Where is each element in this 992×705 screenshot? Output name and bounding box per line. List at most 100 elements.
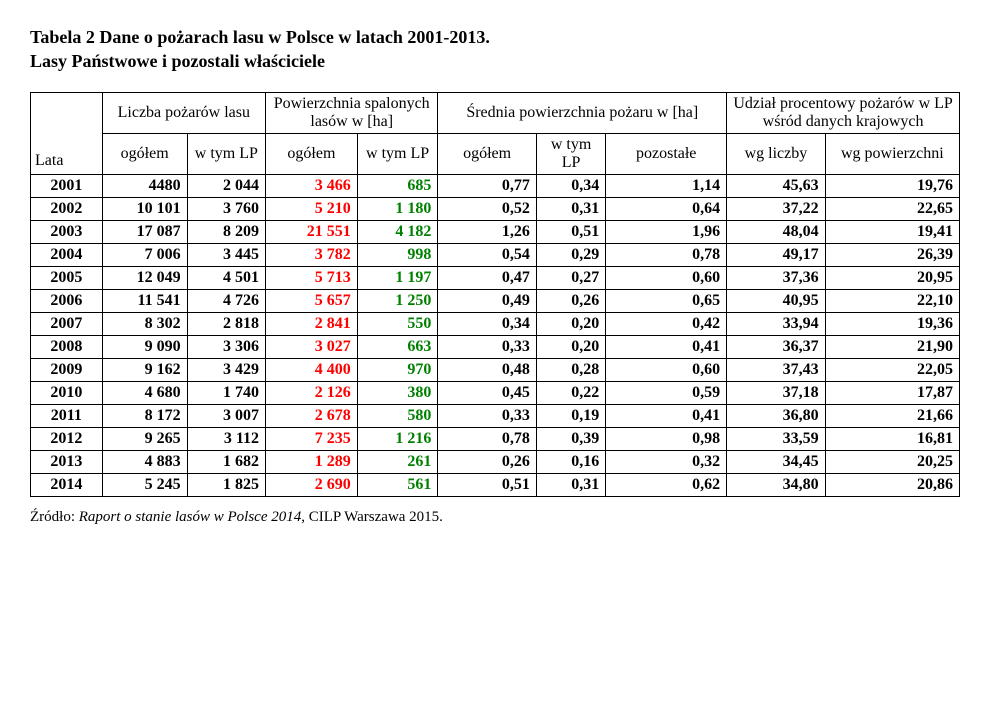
header-ogolem-1: ogółem xyxy=(102,133,187,174)
cell-value: 0,26 xyxy=(536,289,605,312)
cell-value: 9 090 xyxy=(102,335,187,358)
cell-value: 1,96 xyxy=(606,220,727,243)
header-ogolem-2: ogółem xyxy=(266,133,358,174)
cell-value: 0,77 xyxy=(438,174,536,197)
cell-value: 3 782 xyxy=(266,243,358,266)
cell-value: 3 027 xyxy=(266,335,358,358)
source-label: Źródło: xyxy=(30,509,79,525)
cell-value: 580 xyxy=(357,404,438,427)
cell-value: 0,41 xyxy=(606,404,727,427)
cell-year: 2007 xyxy=(31,312,103,335)
table-row: 20134 8831 6821 2892610,260,160,3234,452… xyxy=(31,450,960,473)
header-ogolem-3: ogółem xyxy=(438,133,536,174)
cell-value: 0,78 xyxy=(438,427,536,450)
cell-value: 0,20 xyxy=(536,335,605,358)
cell-year: 2002 xyxy=(31,197,103,220)
cell-value: 33,59 xyxy=(727,427,825,450)
cell-value: 1 740 xyxy=(187,381,265,404)
cell-value: 20,95 xyxy=(825,266,959,289)
header-wgliczby: wg liczby xyxy=(727,133,825,174)
cell-value: 0,31 xyxy=(536,197,605,220)
fires-table: Lata Liczba pożarów lasu Powierzchnia sp… xyxy=(30,92,960,497)
cell-value: 0,33 xyxy=(438,335,536,358)
table-row: 20089 0903 3063 0276630,330,200,4136,372… xyxy=(31,335,960,358)
cell-year: 2013 xyxy=(31,450,103,473)
cell-value: 261 xyxy=(357,450,438,473)
cell-value: 8 209 xyxy=(187,220,265,243)
cell-value: 36,37 xyxy=(727,335,825,358)
cell-value: 2 678 xyxy=(266,404,358,427)
cell-value: 3 466 xyxy=(266,174,358,197)
cell-value: 685 xyxy=(357,174,438,197)
cell-value: 0,34 xyxy=(536,174,605,197)
cell-year: 2010 xyxy=(31,381,103,404)
cell-value: 561 xyxy=(357,473,438,496)
cell-value: 1 250 xyxy=(357,289,438,312)
cell-value: 2 044 xyxy=(187,174,265,197)
cell-value: 4 182 xyxy=(357,220,438,243)
table-title: Tabela 2 Dane o pożarach lasu w Polsce w… xyxy=(30,25,962,74)
table-row: 20145 2451 8252 6905610,510,310,6234,802… xyxy=(31,473,960,496)
cell-value: 2 818 xyxy=(187,312,265,335)
cell-value: 1 825 xyxy=(187,473,265,496)
cell-year: 2005 xyxy=(31,266,103,289)
cell-value: 3 306 xyxy=(187,335,265,358)
cell-value: 37,22 xyxy=(727,197,825,220)
cell-value: 0,64 xyxy=(606,197,727,220)
cell-value: 4 680 xyxy=(102,381,187,404)
cell-value: 8 172 xyxy=(102,404,187,427)
cell-year: 2003 xyxy=(31,220,103,243)
title-line-2: Lasy Państwowe i pozostali właściciele xyxy=(30,51,325,71)
cell-value: 1,26 xyxy=(438,220,536,243)
cell-value: 0,48 xyxy=(438,358,536,381)
header-group-1: Liczba pożarów lasu xyxy=(102,92,265,133)
cell-value: 21,66 xyxy=(825,404,959,427)
table-row: 200611 5414 7265 6571 2500,490,260,6540,… xyxy=(31,289,960,312)
cell-value: 0,28 xyxy=(536,358,605,381)
cell-value: 22,05 xyxy=(825,358,959,381)
table-row: 20047 0063 4453 7829980,540,290,7849,172… xyxy=(31,243,960,266)
table-row: 200144802 0443 4666850,770,341,1445,6319… xyxy=(31,174,960,197)
cell-value: 19,41 xyxy=(825,220,959,243)
table-row: 20078 3022 8182 8415500,340,200,4233,941… xyxy=(31,312,960,335)
header-wgpow: wg powierzchni xyxy=(825,133,959,174)
cell-value: 0,39 xyxy=(536,427,605,450)
cell-value: 3 445 xyxy=(187,243,265,266)
cell-value: 0,20 xyxy=(536,312,605,335)
cell-value: 3 429 xyxy=(187,358,265,381)
cell-value: 48,04 xyxy=(727,220,825,243)
cell-value: 7 235 xyxy=(266,427,358,450)
cell-value: 1 216 xyxy=(357,427,438,450)
cell-value: 0,62 xyxy=(606,473,727,496)
cell-value: 0,16 xyxy=(536,450,605,473)
table-row: 200512 0494 5015 7131 1970,470,270,6037,… xyxy=(31,266,960,289)
cell-value: 0,45 xyxy=(438,381,536,404)
cell-year: 2008 xyxy=(31,335,103,358)
cell-value: 0,51 xyxy=(536,220,605,243)
cell-value: 0,98 xyxy=(606,427,727,450)
cell-value: 16,81 xyxy=(825,427,959,450)
table-row: 20118 1723 0072 6785800,330,190,4136,802… xyxy=(31,404,960,427)
cell-value: 11 541 xyxy=(102,289,187,312)
table-body: 200144802 0443 4666850,770,341,1445,6319… xyxy=(31,174,960,496)
cell-value: 998 xyxy=(357,243,438,266)
cell-value: 0,41 xyxy=(606,335,727,358)
cell-value: 0,34 xyxy=(438,312,536,335)
cell-value: 37,18 xyxy=(727,381,825,404)
cell-value: 0,33 xyxy=(438,404,536,427)
cell-value: 5 657 xyxy=(266,289,358,312)
cell-value: 550 xyxy=(357,312,438,335)
cell-value: 3 007 xyxy=(187,404,265,427)
cell-value: 0,47 xyxy=(438,266,536,289)
cell-value: 21 551 xyxy=(266,220,358,243)
cell-value: 34,80 xyxy=(727,473,825,496)
cell-value: 1,14 xyxy=(606,174,727,197)
cell-value: 40,95 xyxy=(727,289,825,312)
cell-value: 4 883 xyxy=(102,450,187,473)
cell-year: 2006 xyxy=(31,289,103,312)
header-wtymlp-2: w tym LP xyxy=(357,133,438,174)
cell-value: 37,36 xyxy=(727,266,825,289)
cell-value: 9 265 xyxy=(102,427,187,450)
title-line-1: Tabela 2 Dane o pożarach lasu w Polsce w… xyxy=(30,27,490,47)
cell-value: 0,32 xyxy=(606,450,727,473)
